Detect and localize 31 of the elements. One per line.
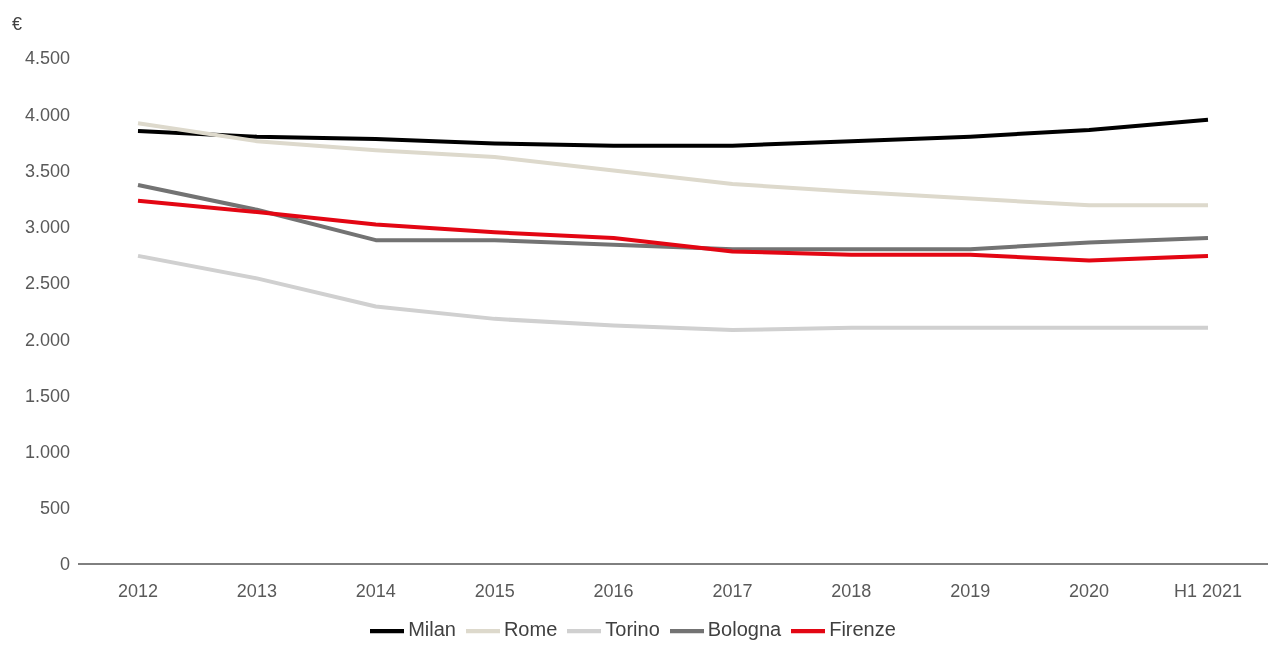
legend-label: Torino: [605, 618, 660, 641]
line-series: [136, 183, 1210, 252]
legend-label: Bologna: [707, 618, 782, 641]
line-series: [136, 121, 1210, 208]
x-tick-label: 2015: [474, 580, 515, 601]
y-tick-label: 1.000: [24, 441, 70, 462]
x-tick-label: 2016: [593, 580, 634, 601]
line-series: [136, 117, 1210, 148]
y-tick-label: 1.500: [24, 385, 70, 406]
x-tick-label: 2014: [355, 580, 396, 601]
x-tick-label: 2020: [1069, 580, 1110, 601]
y-tick-label: 4.000: [24, 104, 70, 125]
line-series: [136, 253, 1210, 333]
x-tick-label: 2013: [236, 580, 277, 601]
y-tick-label: 0: [59, 554, 70, 575]
y-tick-label: 2.500: [24, 273, 70, 294]
y-tick-label: 2.000: [24, 329, 70, 350]
y-axis-title: €: [12, 14, 23, 35]
y-tick-label: 3.500: [24, 160, 70, 181]
x-tick-label: 2019: [950, 580, 991, 601]
legend-label: Rome: [503, 618, 558, 641]
y-tick-label: 3.000: [24, 217, 70, 238]
x-tick-label: 2012: [117, 580, 159, 601]
legend-label: Firenze: [829, 618, 896, 641]
line-series: [136, 198, 1210, 263]
y-tick-label: 4.500: [24, 48, 70, 69]
legend-label: Milan: [408, 618, 456, 641]
y-tick-label: 500: [39, 498, 70, 519]
x-tick-label: 2017: [712, 580, 753, 601]
x-tick-label: 2018: [831, 580, 872, 601]
x-tick-label: H1 2021: [1173, 580, 1243, 601]
